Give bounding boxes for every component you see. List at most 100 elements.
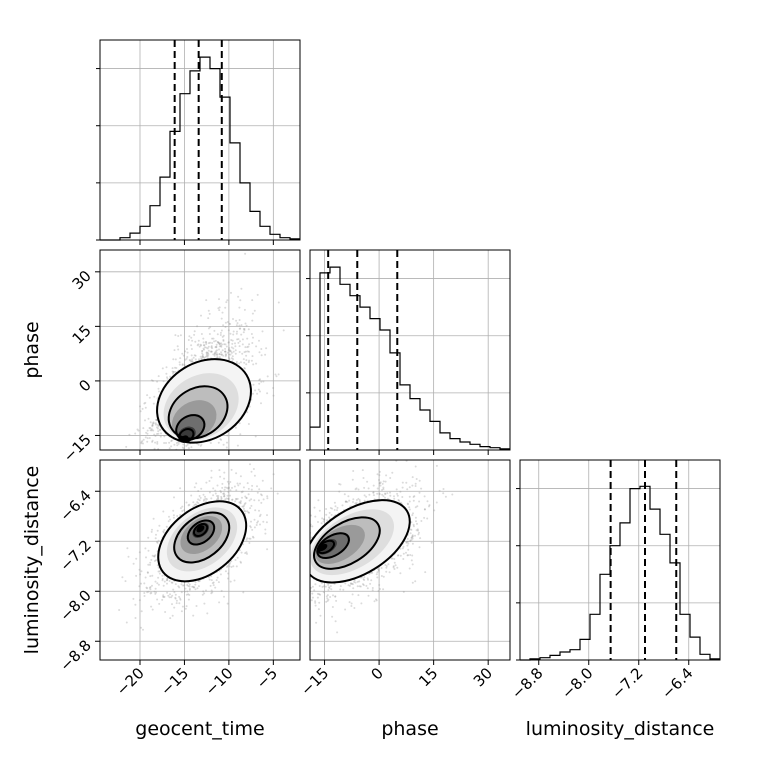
sample-point: [202, 337, 205, 340]
sample-point: [214, 352, 216, 355]
sample-point: [165, 525, 168, 528]
sample-point: [371, 571, 374, 574]
sample-point: [191, 360, 194, 363]
sample-point: [174, 593, 177, 596]
sample-point: [224, 347, 227, 350]
sample-point: [207, 349, 210, 352]
sample-point: [174, 596, 177, 599]
sample-point: [265, 521, 268, 524]
sample-point: [272, 387, 275, 389]
sample-point: [217, 496, 219, 499]
sample-point: [187, 339, 190, 341]
sample-point: [217, 497, 220, 500]
sample-point: [254, 389, 257, 392]
sample-point: [254, 509, 257, 512]
sample-point: [245, 363, 248, 366]
sample-point: [147, 549, 150, 552]
sample-point: [166, 577, 169, 580]
sample-point: [182, 443, 185, 446]
sample-point: [266, 392, 269, 395]
sample-point: [304, 544, 306, 546]
sample-point: [207, 317, 210, 320]
sample-point: [341, 504, 344, 507]
sample-point: [220, 589, 223, 592]
sample-point: [216, 355, 219, 358]
sample-point: [220, 351, 223, 354]
sample-point: [368, 493, 371, 496]
sample-point: [193, 330, 196, 333]
sample-point: [172, 372, 174, 375]
sample-point: [222, 492, 225, 495]
sample-point: [318, 593, 321, 596]
sample-point: [227, 487, 230, 490]
sample-point: [212, 494, 215, 497]
sample-point: [398, 499, 400, 502]
sample-point: [154, 441, 157, 444]
sample-point: [261, 479, 264, 482]
sample-point: [229, 349, 232, 352]
sample-point: [202, 347, 205, 350]
sample-point: [316, 596, 319, 599]
sample-point: [191, 360, 193, 363]
sample-point: [402, 590, 405, 593]
sample-point: [210, 469, 213, 472]
sample-point: [227, 487, 230, 490]
sample-point: [420, 487, 423, 490]
sample-point: [194, 581, 197, 584]
contour-1: [157, 500, 248, 583]
sample-point: [192, 501, 195, 504]
sample-point: [205, 341, 208, 344]
sample-point: [297, 573, 299, 575]
sample-point: [191, 585, 194, 588]
sample-point: [246, 552, 248, 555]
sample-point: [211, 591, 214, 594]
sample-point: [223, 495, 226, 498]
sample-point: [354, 581, 357, 584]
sample-point: [358, 500, 361, 503]
sample-point: [136, 428, 139, 431]
sample-point: [397, 499, 400, 501]
sample-point: [230, 350, 232, 353]
sample-point: [166, 582, 168, 585]
sample-point: [326, 597, 329, 600]
sample-point: [202, 344, 205, 347]
sample-point: [200, 314, 202, 317]
sample-point: [135, 574, 138, 577]
sample-point: [181, 364, 184, 367]
sample-point: [353, 607, 356, 609]
sample-point: [220, 495, 223, 498]
sample-point: [172, 514, 175, 517]
sample-point: [243, 329, 246, 332]
sample-point: [161, 577, 164, 580]
sample-point: [408, 506, 411, 509]
sample-point: [225, 497, 228, 500]
sample-point: [213, 353, 216, 356]
sample-point: [210, 579, 213, 582]
sample-point: [414, 485, 417, 487]
sample-point: [390, 557, 393, 560]
sample-point: [146, 440, 149, 443]
sample-point: [126, 547, 129, 550]
sample-point: [305, 568, 307, 570]
sample-point: [376, 473, 379, 476]
sample-point: [158, 390, 160, 393]
sample-point: [204, 495, 206, 498]
sample-point: [373, 600, 376, 603]
sample-point: [144, 547, 147, 550]
sample-point: [223, 495, 226, 498]
sample-point: [250, 333, 253, 335]
sample-point: [140, 610, 143, 613]
sample-point: [157, 576, 160, 579]
sample-point: [229, 332, 232, 335]
sample-point: [410, 528, 413, 531]
sample-point: [160, 432, 162, 435]
sample-point: [212, 581, 215, 584]
sample-point: [166, 591, 169, 594]
contour-3: [186, 519, 216, 546]
sample-point: [132, 597, 135, 600]
sample-point: [228, 358, 231, 361]
sample-point: [270, 487, 273, 490]
sample-point: [163, 435, 166, 438]
sample-point: [179, 514, 182, 516]
sample-point: [194, 583, 197, 586]
